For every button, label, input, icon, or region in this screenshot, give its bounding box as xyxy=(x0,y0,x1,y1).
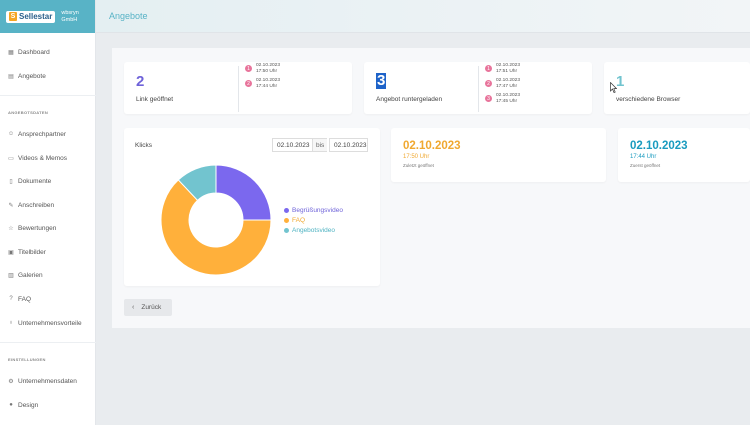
download-entry: 3 02.10.2023 17:45 Uhr xyxy=(485,93,520,105)
first-opened-label: Zuerst geöffnet xyxy=(630,163,661,168)
logo-mark-icon: S xyxy=(9,12,17,21)
clicks-title: Klicks xyxy=(135,142,152,149)
badge-icon: ♁ xyxy=(8,320,14,326)
donut-slice-faq[interactable] xyxy=(160,179,272,276)
help-icon: ? xyxy=(9,296,13,302)
first-opened-time: 17:44 Uhr xyxy=(630,154,657,160)
document-icon: ▤ xyxy=(8,73,14,80)
entry-number-badge: 2 xyxy=(485,80,492,87)
link-opened-count: 2 xyxy=(136,73,145,90)
download-entry: 1 02.10.2023 17:51 Uhr xyxy=(485,63,520,75)
star-icon: ☆ xyxy=(8,225,14,232)
logo-text: Sellestar xyxy=(19,12,53,21)
page-title: Angebote xyxy=(109,11,148,21)
person-icon: ☺ xyxy=(7,131,15,137)
brand-header: S Sellestar wbsryn GmbH xyxy=(0,0,95,33)
sidebar: S Sellestar wbsryn GmbH ▦ Dashboard ▤ An… xyxy=(0,0,96,425)
sidebar-item-galerien[interactable]: ▥ Galerien xyxy=(8,271,43,279)
legend-item: Begrüßungsvideo xyxy=(284,207,343,214)
offer-downloaded-count: 3 xyxy=(376,72,387,89)
sidebar-item-faq[interactable]: ? FAQ xyxy=(9,295,32,303)
sidebar-item-ansprechpartner[interactable]: ☺ Ansprechpartner xyxy=(7,130,67,138)
browsers-count: 1 xyxy=(616,73,625,90)
sidebar-item-dokumente[interactable]: ▯ Dokumente xyxy=(9,177,52,185)
sidebar-item-bewertungen[interactable]: ☆ Bewertungen xyxy=(8,224,57,232)
gear-icon: ⚙ xyxy=(8,378,14,385)
card-divider xyxy=(478,66,479,112)
sellestar-logo[interactable]: S Sellestar xyxy=(6,10,56,23)
palette-icon: ● xyxy=(9,402,13,408)
grid-icon: ▦ xyxy=(8,49,14,56)
section-label-einstellungen: EINSTELLUNGEN xyxy=(8,357,46,362)
date-to-input[interactable]: 02.10.2023 xyxy=(329,138,368,152)
sidebar-item-titelbilder[interactable]: ▣ Titelbilder xyxy=(8,248,46,256)
last-opened-card: 02.10.2023 17:50 Uhr Zuletzt geöffnet xyxy=(391,128,606,182)
sidebar-item-unternehmensvorteile[interactable]: ♁ Unternehmensvorteile xyxy=(8,319,82,327)
video-icon: ▭ xyxy=(8,155,14,162)
sidebar-item-unternehmensdaten[interactable]: ⚙ Unternehmensdaten xyxy=(8,377,77,385)
sidebar-item-design[interactable]: ● Design xyxy=(9,401,39,409)
clicks-card: Klicks 02.10.2023 bis 02.10.2023 Begrüßu… xyxy=(124,128,380,286)
last-opened-label: Zuletzt geöffnet xyxy=(403,163,434,168)
first-opened-date: 02.10.2023 xyxy=(630,140,688,152)
card-divider xyxy=(238,66,239,112)
sidebar-item-anschreiben[interactable]: ✎ Anschreiben xyxy=(8,201,55,209)
back-button[interactable]: ‹ Zurück xyxy=(124,299,172,316)
donut-slice-angebotsvideo[interactable] xyxy=(177,164,217,202)
gallery-icon: ▥ xyxy=(8,272,14,279)
chevron-left-icon: ‹ xyxy=(132,304,135,311)
entry-number-badge: 1 xyxy=(485,65,492,72)
file-icon: ▯ xyxy=(9,178,13,185)
company-name: wbsryn GmbH xyxy=(61,10,79,23)
link-entry: 2 02.10.2023 17:44 Uhr xyxy=(245,78,280,90)
date-range-separator: bis xyxy=(313,138,328,152)
clicks-donut-chart xyxy=(160,164,272,276)
sidebar-divider xyxy=(0,95,96,96)
legend-dot xyxy=(284,208,289,213)
pen-icon: ✎ xyxy=(8,202,14,209)
download-entry: 2 02.10.2023 17:47 Uhr xyxy=(485,78,520,90)
legend-item: Angebotsvideo xyxy=(284,227,335,234)
entry-number-badge: 3 xyxy=(485,95,492,102)
legend-dot xyxy=(284,218,289,223)
last-opened-time: 17:50 Uhr xyxy=(403,154,430,160)
top-bar: Angebote xyxy=(96,0,750,33)
entry-number-badge: 1 xyxy=(245,65,252,72)
link-entry: 1 02.10.2023 17:50 Uhr xyxy=(245,63,280,75)
offer-downloaded-card: 3 Angebot runtergeladen 1 02.10.2023 17:5… xyxy=(364,62,592,114)
sidebar-item-angebote[interactable]: ▤ Angebote xyxy=(8,72,46,80)
entry-number-badge: 2 xyxy=(245,80,252,87)
offer-downloaded-label: Angebot runtergeladen xyxy=(376,96,443,103)
last-opened-date: 02.10.2023 xyxy=(403,140,461,152)
section-label-angebotsdaten: ANGEBOTSDATEN xyxy=(8,110,49,115)
link-opened-card: 2 Link geöffnet 1 02.10.2023 17:50 Uhr 2 … xyxy=(124,62,352,114)
legend-item: FAQ xyxy=(284,217,305,224)
first-opened-card: 02.10.2023 17:44 Uhr Zuerst geöffnet xyxy=(618,128,750,182)
sidebar-item-videos[interactable]: ▭ Videos & Memos xyxy=(8,154,68,162)
sidebar-divider xyxy=(0,342,96,343)
browsers-label: verschiedene Browser xyxy=(616,96,681,103)
mouse-cursor-icon xyxy=(610,82,617,93)
browsers-card: 1 verschiedene Browser xyxy=(604,62,750,114)
link-opened-label: Link geöffnet xyxy=(136,96,174,103)
legend-dot xyxy=(284,228,289,233)
image-icon: ▣ xyxy=(8,249,14,256)
date-from-input[interactable]: 02.10.2023 xyxy=(272,138,313,152)
sidebar-item-dashboard[interactable]: ▦ Dashboard xyxy=(8,48,50,56)
donut-slice-begr-ungsvideo[interactable] xyxy=(215,164,272,221)
